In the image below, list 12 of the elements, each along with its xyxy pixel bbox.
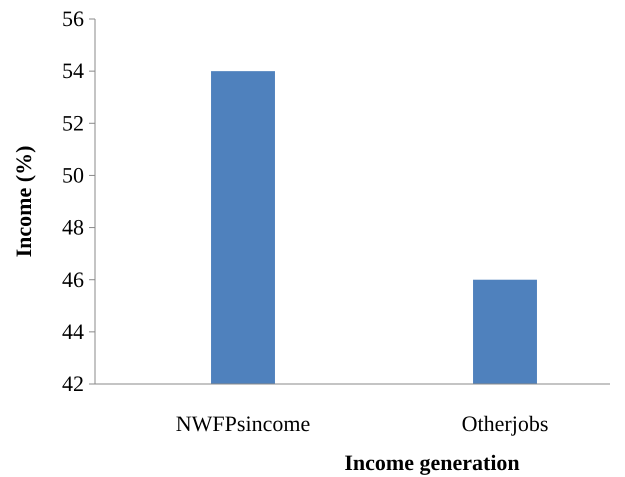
y-tick-label: 42 <box>62 371 84 396</box>
x-axis-title: Income generation <box>344 450 520 475</box>
x-tick-label: NWFPsincome <box>176 411 310 436</box>
y-tick-label: 52 <box>62 110 84 136</box>
x-tick-label: Otherjobs <box>462 411 548 436</box>
y-tick-label: 56 <box>62 6 84 32</box>
y-tick-label: 48 <box>62 214 84 240</box>
y-tick-label: 46 <box>62 266 84 292</box>
y-tick-label: 44 <box>62 318 84 344</box>
y-axis-title: Income (%) <box>11 146 36 258</box>
y-tick-label: 54 <box>62 58 84 84</box>
y-tick-label: 50 <box>62 162 84 188</box>
